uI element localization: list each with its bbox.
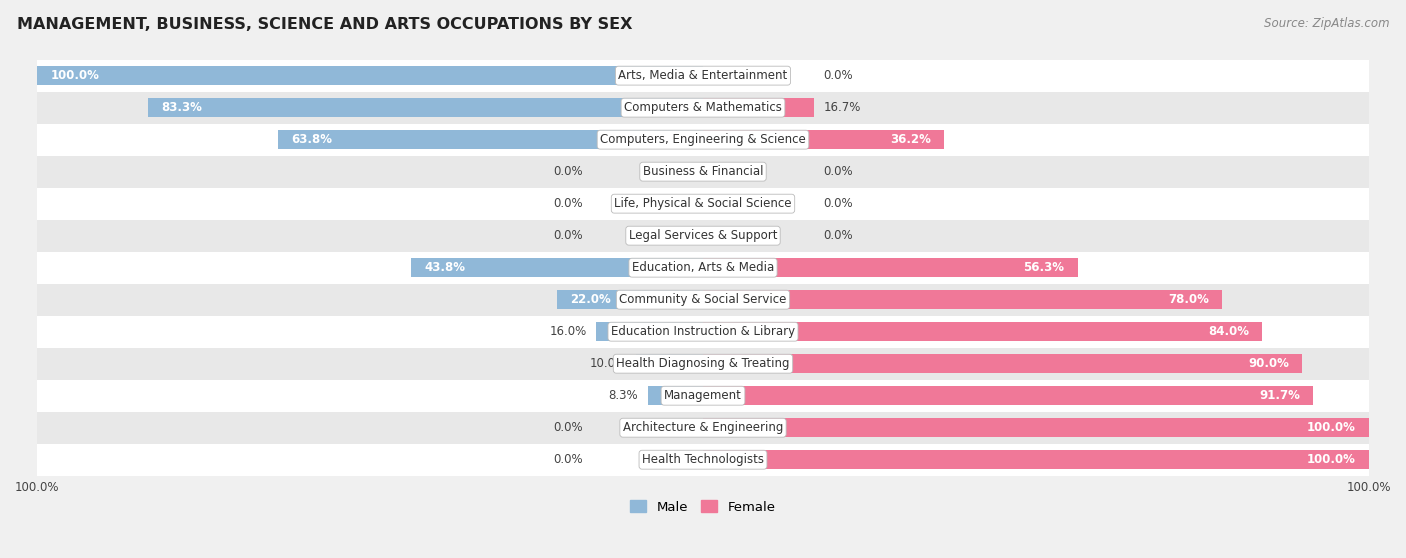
Text: 84.0%: 84.0%: [1208, 325, 1249, 338]
Bar: [278, 130, 703, 149]
Bar: [37, 220, 1369, 252]
Text: 10.0%: 10.0%: [589, 357, 627, 370]
Text: 8.3%: 8.3%: [609, 389, 638, 402]
Text: Health Diagnosing & Treating: Health Diagnosing & Treating: [616, 357, 790, 370]
Text: 0.0%: 0.0%: [554, 165, 583, 178]
Text: Legal Services & Support: Legal Services & Support: [628, 229, 778, 242]
Text: 100.0%: 100.0%: [1306, 421, 1355, 434]
Bar: [37, 412, 1369, 444]
Bar: [37, 379, 1369, 412]
Text: Computers, Engineering & Science: Computers, Engineering & Science: [600, 133, 806, 146]
Bar: [596, 322, 703, 341]
Bar: [37, 124, 1369, 156]
Bar: [703, 130, 943, 149]
Text: Management: Management: [664, 389, 742, 402]
Bar: [703, 386, 1313, 405]
Text: 0.0%: 0.0%: [823, 165, 852, 178]
Bar: [37, 316, 1369, 348]
Text: 56.3%: 56.3%: [1024, 261, 1064, 274]
Text: 0.0%: 0.0%: [554, 453, 583, 466]
Bar: [37, 187, 1369, 220]
Text: 16.0%: 16.0%: [550, 325, 586, 338]
Text: Education, Arts & Media: Education, Arts & Media: [631, 261, 775, 274]
Bar: [703, 450, 1369, 469]
Bar: [703, 418, 1369, 437]
Text: Computers & Mathematics: Computers & Mathematics: [624, 101, 782, 114]
Bar: [703, 258, 1078, 277]
Bar: [703, 322, 1263, 341]
Text: Architecture & Engineering: Architecture & Engineering: [623, 421, 783, 434]
Text: Health Technologists: Health Technologists: [643, 453, 763, 466]
Bar: [37, 283, 1369, 316]
Legend: Male, Female: Male, Female: [626, 495, 780, 519]
Text: 0.0%: 0.0%: [554, 421, 583, 434]
Text: 43.8%: 43.8%: [425, 261, 465, 274]
Bar: [37, 60, 1369, 92]
Text: Life, Physical & Social Science: Life, Physical & Social Science: [614, 197, 792, 210]
Text: MANAGEMENT, BUSINESS, SCIENCE AND ARTS OCCUPATIONS BY SEX: MANAGEMENT, BUSINESS, SCIENCE AND ARTS O…: [17, 17, 633, 32]
Text: 16.7%: 16.7%: [824, 101, 862, 114]
Bar: [37, 92, 1369, 124]
Bar: [637, 354, 703, 373]
Bar: [37, 156, 1369, 187]
Text: Community & Social Service: Community & Social Service: [619, 293, 787, 306]
Text: Education Instruction & Library: Education Instruction & Library: [612, 325, 794, 338]
Text: 90.0%: 90.0%: [1249, 357, 1289, 370]
Text: 22.0%: 22.0%: [569, 293, 610, 306]
Text: 0.0%: 0.0%: [554, 197, 583, 210]
Bar: [703, 290, 1222, 309]
Text: 0.0%: 0.0%: [823, 69, 852, 82]
Text: 100.0%: 100.0%: [51, 69, 100, 82]
Text: 36.2%: 36.2%: [890, 133, 931, 146]
Bar: [703, 354, 1302, 373]
Bar: [557, 290, 703, 309]
Text: 91.7%: 91.7%: [1260, 389, 1301, 402]
Text: 0.0%: 0.0%: [823, 229, 852, 242]
Text: 0.0%: 0.0%: [823, 197, 852, 210]
Text: 0.0%: 0.0%: [554, 229, 583, 242]
Bar: [149, 98, 703, 117]
Text: Source: ZipAtlas.com: Source: ZipAtlas.com: [1264, 17, 1389, 30]
Bar: [37, 66, 703, 85]
Text: 63.8%: 63.8%: [291, 133, 333, 146]
Bar: [412, 258, 703, 277]
Text: Arts, Media & Entertainment: Arts, Media & Entertainment: [619, 69, 787, 82]
Bar: [703, 98, 814, 117]
Text: 83.3%: 83.3%: [162, 101, 202, 114]
Text: 78.0%: 78.0%: [1168, 293, 1209, 306]
Bar: [648, 386, 703, 405]
Bar: [37, 444, 1369, 476]
Bar: [37, 348, 1369, 379]
Bar: [37, 252, 1369, 283]
Text: Business & Financial: Business & Financial: [643, 165, 763, 178]
Text: 100.0%: 100.0%: [1306, 453, 1355, 466]
